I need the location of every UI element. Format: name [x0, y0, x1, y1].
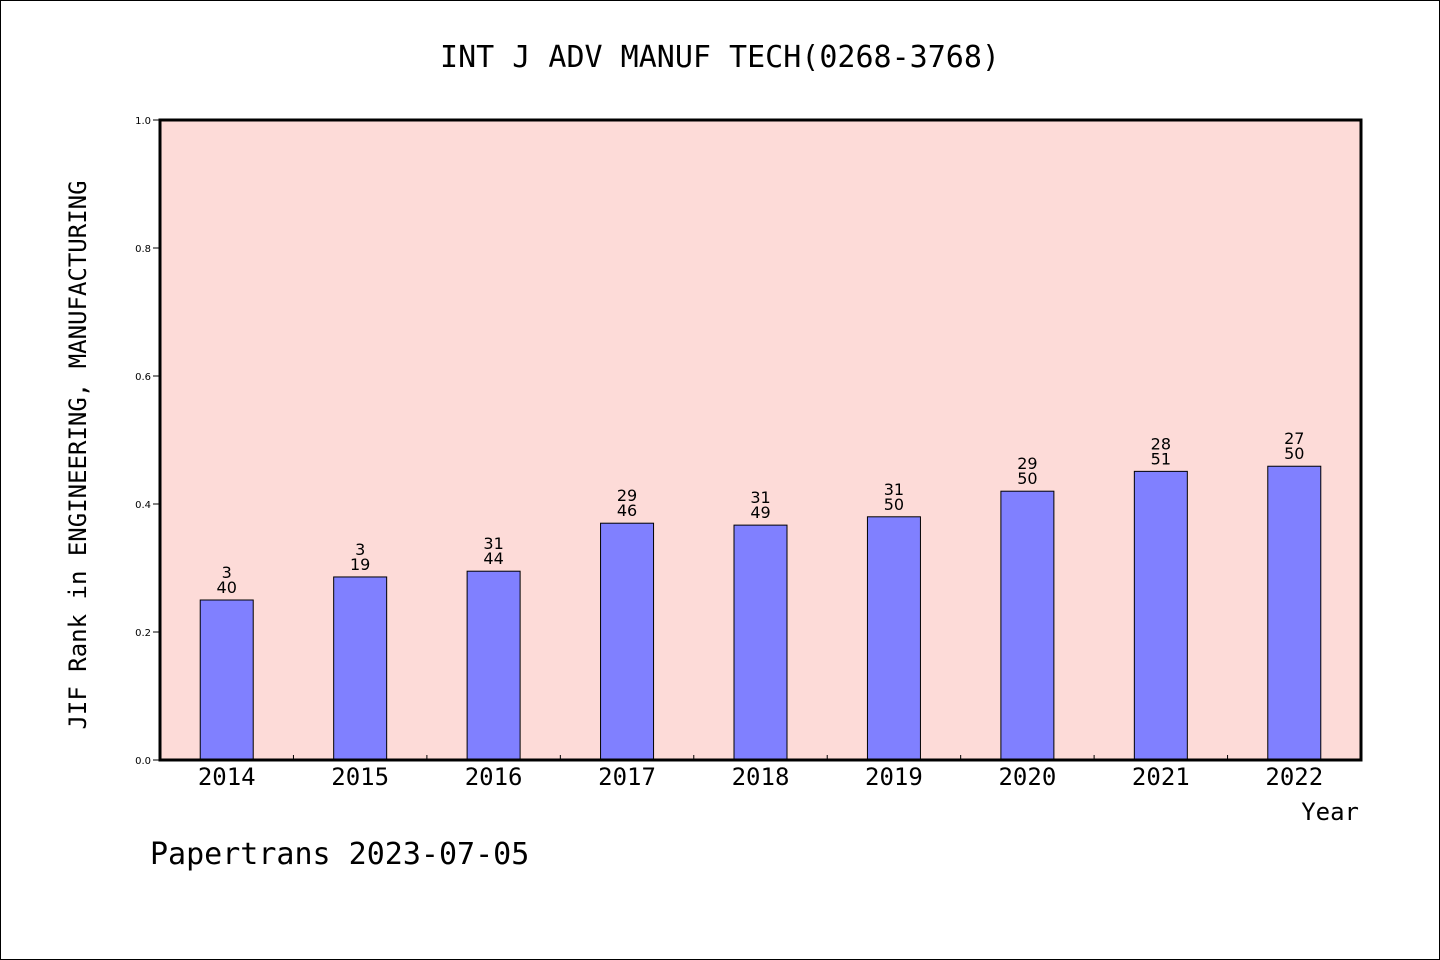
y-tick-label: 0.0	[135, 756, 151, 767]
data-label-bottom: 49	[750, 503, 770, 522]
x-tick-label: 2021	[1132, 763, 1190, 791]
data-label-bottom: 40	[217, 578, 237, 597]
data-label-bottom: 50	[884, 495, 904, 514]
data-label-top: 29	[617, 486, 637, 505]
bar-2018	[733, 524, 788, 761]
y-tick-label: 0.2	[135, 628, 151, 639]
data-label-top: 31	[884, 480, 904, 499]
data-label-top: 3	[222, 563, 232, 582]
bar-2020	[1000, 490, 1055, 761]
y-axis-label: JIF Rank in ENGINEERING, MANUFACTURING	[64, 180, 92, 729]
bar-2015	[333, 576, 388, 761]
data-label-bottom: 50	[1284, 444, 1304, 463]
x-tick-label: 2015	[331, 763, 389, 791]
data-label-top: 28	[1151, 434, 1171, 453]
data-label-bottom: 44	[483, 549, 503, 568]
y-tick-label: 0.4	[135, 500, 151, 511]
data-label-top: 31	[750, 488, 770, 507]
y-axis-ticks: 0.0 0.2 0.4 0.6 0.8 1.0	[135, 116, 160, 767]
y-tick-label: 0.6	[135, 372, 151, 383]
x-tick-label: 2016	[465, 763, 523, 791]
x-tick-label: 2022	[1265, 763, 1323, 791]
footer-text: Papertrans 2023-07-05	[150, 837, 529, 872]
bar-2021	[1133, 470, 1188, 761]
x-tick-label: 2017	[598, 763, 656, 791]
bar-2019	[866, 516, 921, 761]
data-label-bottom: 19	[350, 555, 370, 574]
bar-2017	[600, 522, 655, 761]
y-tick-label: 0.8	[135, 244, 151, 255]
x-tick-label: 2014	[198, 763, 256, 791]
x-tick-label: 2018	[732, 763, 790, 791]
data-label-top: 31	[483, 534, 503, 553]
x-axis-ticks: 2014 2015 2016 2017 2018 2019 2020 2021 2022	[198, 755, 1323, 791]
bar-2016	[466, 570, 521, 761]
bar-2014	[199, 599, 254, 761]
y-tick-label: 1.0	[135, 116, 151, 127]
data-label-top: 27	[1284, 429, 1304, 448]
data-label-bottom: 51	[1151, 449, 1171, 468]
bar-2022	[1267, 465, 1322, 761]
plot-border	[158, 118, 1363, 762]
chart-title: INT J ADV MANUF TECH(0268-3768)	[440, 40, 1000, 75]
x-tick-label: 2020	[998, 763, 1056, 791]
data-label-top: 29	[1017, 454, 1037, 473]
data-label-bottom: 50	[1017, 469, 1037, 488]
data-label-bottom: 46	[617, 501, 637, 520]
bars	[199, 465, 1322, 761]
data-label-top: 3	[355, 540, 365, 559]
x-axis-label: Year	[1301, 798, 1359, 826]
x-tick-label: 2019	[865, 763, 923, 791]
